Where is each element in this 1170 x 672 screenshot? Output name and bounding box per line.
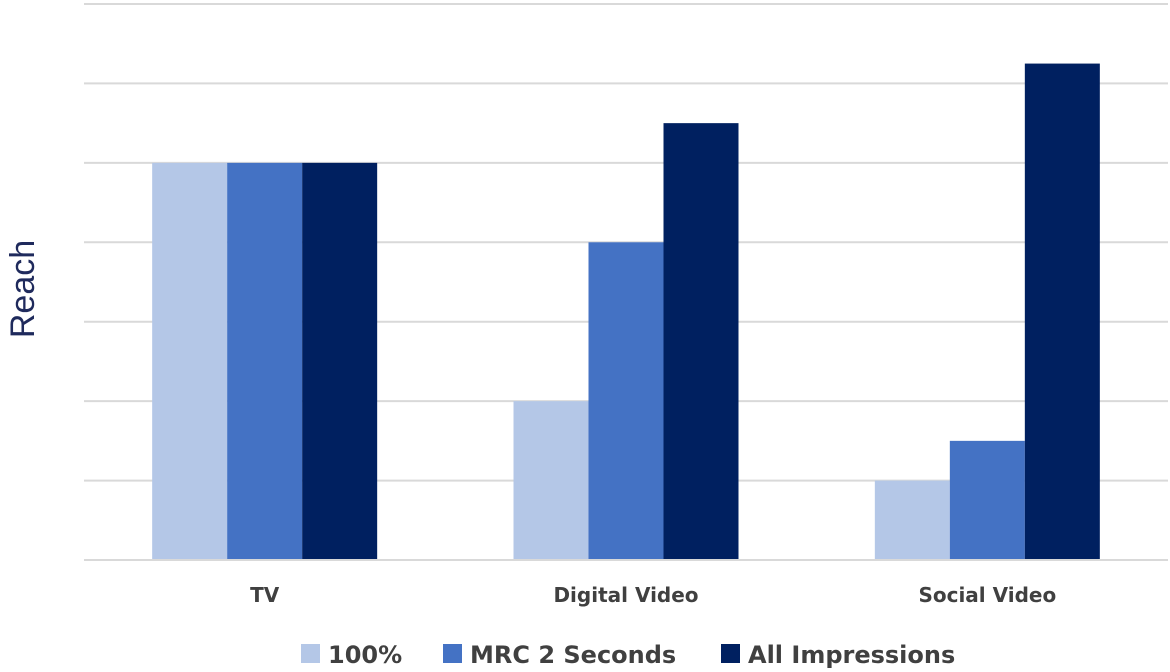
y-axis-label: Reach — [4, 240, 42, 338]
bar-digital-video-series-1 — [513, 401, 589, 560]
bars — [152, 63, 1100, 561]
legend-swatch — [443, 644, 462, 663]
category-label: Social Video — [918, 583, 1056, 607]
legend-swatch — [301, 644, 320, 663]
category-label: TV — [250, 583, 280, 607]
legend-label: MRC 2 Seconds — [470, 641, 676, 669]
bar-digital-video-series-3 — [663, 123, 739, 561]
bar-digital-video-series-2 — [588, 242, 664, 561]
bar-tv-series-2 — [227, 162, 303, 560]
legend-swatch — [721, 644, 740, 663]
legend: 100% MRC 2 Seconds All Impressions — [301, 641, 955, 669]
category-labels: TV Digital Video Social Video — [250, 583, 1056, 607]
bar-social-video-series-3 — [1024, 63, 1100, 560]
bar-social-video-series-1 — [874, 480, 950, 560]
legend-label: 100% — [328, 641, 402, 669]
bar-social-video-series-2 — [949, 440, 1025, 560]
legend-item: All Impressions — [721, 641, 955, 669]
category-label: Digital Video — [553, 583, 698, 607]
legend-item: 100% — [301, 641, 402, 669]
legend-label: All Impressions — [748, 641, 955, 669]
bar-tv-series-3 — [302, 162, 378, 560]
bar-tv-series-1 — [152, 162, 228, 560]
legend-item: MRC 2 Seconds — [443, 641, 676, 669]
